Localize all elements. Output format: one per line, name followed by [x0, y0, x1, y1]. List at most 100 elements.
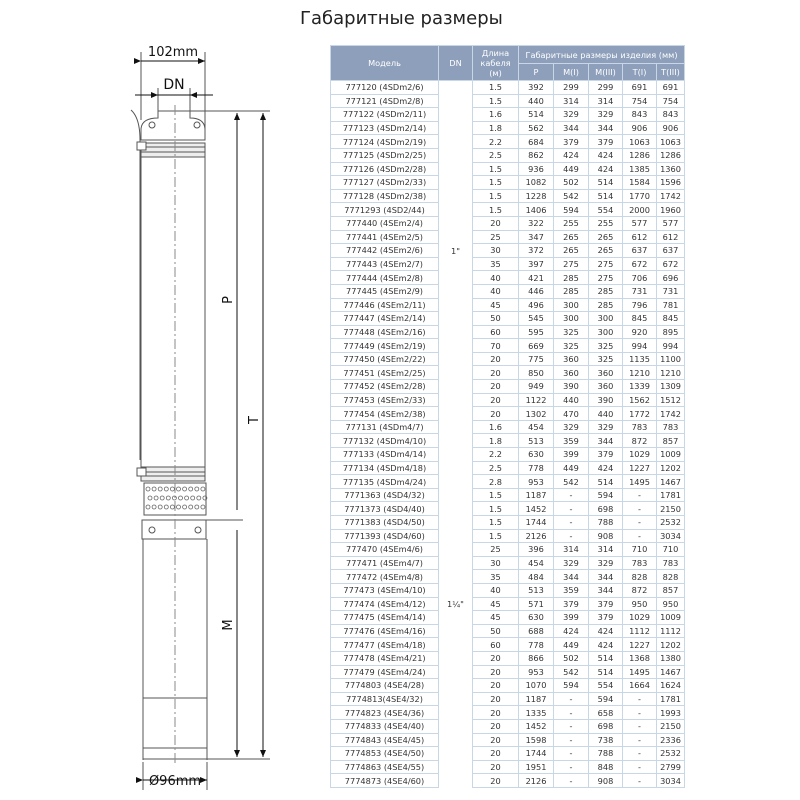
p-cell: 421 — [518, 270, 554, 285]
cable-cell: 2.2 — [472, 447, 519, 462]
table-row: 777127 (4SDm2/33) 1.5 1082 502 514 1584 1596 — [330, 175, 685, 190]
cable-cell: 25 — [472, 229, 519, 245]
model-cell: 777479 (4SEm4/24) — [330, 664, 439, 680]
cable-cell: 1.5 — [472, 93, 519, 109]
m1-cell: - — [553, 691, 589, 707]
model-cell: 777472 (4SEm4/8) — [330, 569, 439, 584]
m3-cell: 285 — [588, 283, 623, 299]
table-row: 777445 (4SEm2/9) 40 446 285 285 731 731 — [330, 283, 685, 299]
m1-cell: 424 — [553, 623, 589, 639]
t3-cell: 3034 — [656, 773, 685, 788]
t1-cell: 731 — [622, 283, 657, 299]
intake-hole — [176, 504, 181, 510]
t1-cell: 1286 — [622, 147, 657, 163]
t1-cell: 906 — [622, 120, 657, 136]
m3-cell: 554 — [588, 202, 623, 217]
t3-cell: 1286 — [656, 147, 685, 163]
m1-cell: 275 — [553, 256, 589, 272]
t1-cell: - — [622, 515, 657, 530]
m3-cell: 379 — [588, 447, 623, 462]
model-cell: 777134 (4SDm4/18) — [330, 460, 439, 476]
m3-cell: 344 — [588, 433, 623, 449]
p-cell: 1452 — [518, 718, 554, 734]
table-row: 777471 (4SEm4/7) 30 454 329 329 783 783 — [330, 555, 685, 571]
intake-hole — [145, 504, 151, 510]
m1-cell: 285 — [553, 270, 589, 285]
cable-cell: 1.5 — [472, 528, 519, 544]
cable-cell: 20 — [472, 678, 519, 693]
t1-cell: 796 — [622, 297, 657, 313]
intake-hole — [188, 486, 194, 492]
table-row: 777440 (4SEm2/4) 20 322 255 255 577 577 — [330, 215, 685, 231]
t1-cell: 672 — [622, 256, 657, 272]
t3-cell: 994 — [656, 338, 685, 353]
table-row: 7774813(4SE4/32) 20 1187-594-1781 — [330, 691, 685, 707]
t3-cell: 1960 — [656, 202, 685, 217]
table-row: 777128 (4SDm2/38) 1.5 1228 542 514 1770 1742 — [330, 188, 685, 204]
subheader-row: P M(I) M(III) T(I) T(III) — [331, 63, 685, 81]
m3-cell: 379 — [588, 134, 623, 149]
p-cell: 953 — [518, 664, 554, 680]
model-cell: 7771393 (4SD4/60) — [330, 528, 439, 544]
t3-cell: 1624 — [656, 678, 685, 693]
table-row: 777477 (4SEm4/18) 60 778 449 424 1227 1202 — [330, 637, 685, 652]
p-cell: 454 — [518, 419, 554, 435]
table-row: 777475 (4SEm4/14) 45 630 399 379 1029 1009 — [330, 610, 685, 625]
table-row: 7771383 (4SD4/50) 1.5 1744-788-2532 — [330, 515, 685, 530]
p-cell: 571 — [518, 596, 554, 612]
t1-cell: - — [622, 528, 657, 544]
intake-holes — [145, 486, 208, 510]
intake-hole — [153, 495, 159, 501]
table-row: 777479 (4SEm4/24) 20 953 542 514 1495 1467 — [330, 664, 685, 680]
cable-cell: 1.8 — [472, 433, 519, 449]
m1-cell: 542 — [553, 188, 589, 204]
cable-cell: 60 — [472, 324, 519, 340]
header-col-ti: T(I) — [622, 63, 657, 81]
p-cell: 936 — [518, 161, 554, 177]
t1-cell: - — [622, 732, 657, 748]
table-row: 7771393 (4SD4/60) 1.5 2126-908-3034 — [330, 528, 685, 544]
p-cell: 778 — [518, 460, 554, 476]
dn-cell: 1¼" — [438, 420, 473, 788]
model-cell: 777123 (4SDm2/14) — [330, 120, 439, 136]
m3-cell: 788 — [588, 746, 623, 761]
m1-cell: - — [553, 705, 589, 720]
t3-cell: 637 — [656, 243, 685, 258]
header-group: Габаритные размеры изделия (мм) — [518, 45, 685, 64]
t1-cell: - — [622, 501, 657, 516]
intake-hole — [182, 486, 188, 492]
header-col-p: P — [518, 63, 554, 81]
t3-cell: 1009 — [656, 447, 685, 462]
intake-hole — [171, 495, 177, 501]
model-cell: 7774863 (4SE4/55) — [330, 759, 439, 775]
t3-cell: 828 — [656, 569, 685, 584]
table-row: 7774833 (4SE4/40) 20 1452-698-2150 — [330, 718, 685, 734]
header-model: Модель — [330, 45, 439, 81]
t3-cell: 783 — [656, 555, 685, 571]
dimensions-table: Модель DN Длина кабеля (м) Габаритные ра… — [330, 45, 685, 788]
t3-cell: 2150 — [656, 501, 685, 516]
model-cell: 777478 (4SEm4/21) — [330, 650, 439, 666]
model-cell: 777473 (4SEm4/10) — [330, 582, 439, 598]
model-cell: 777474 (4SEm4/12) — [330, 596, 439, 612]
t1-cell: 612 — [622, 229, 657, 245]
p-cell: 1951 — [518, 759, 554, 775]
p-cell: 1744 — [518, 515, 554, 530]
m1-cell: 542 — [553, 664, 589, 680]
m1-cell: 359 — [553, 582, 589, 598]
model-cell: 777454 (4SEm2/38) — [330, 406, 439, 421]
model-cell: 7774853 (4SE4/50) — [330, 746, 439, 761]
p-cell: 484 — [518, 569, 554, 584]
p-cell: 775 — [518, 351, 554, 367]
t3-cell: 2150 — [656, 718, 685, 734]
m3-cell: 325 — [588, 338, 623, 353]
table-row: 777452 (4SEm2/28) 20 949 390 360 1339 1309 — [330, 379, 685, 394]
t1-cell: 710 — [622, 542, 657, 557]
table-row: 7771363 (4SD4/32) 1.5 1187-594-1781 — [330, 487, 685, 503]
t3-cell: 1781 — [656, 487, 685, 503]
m1-cell: 329 — [553, 107, 589, 122]
cable-cell: 20 — [472, 705, 519, 720]
t1-cell: 1772 — [622, 406, 657, 421]
model-cell: 777476 (4SEm4/16) — [330, 623, 439, 639]
m1-cell: 360 — [553, 351, 589, 367]
